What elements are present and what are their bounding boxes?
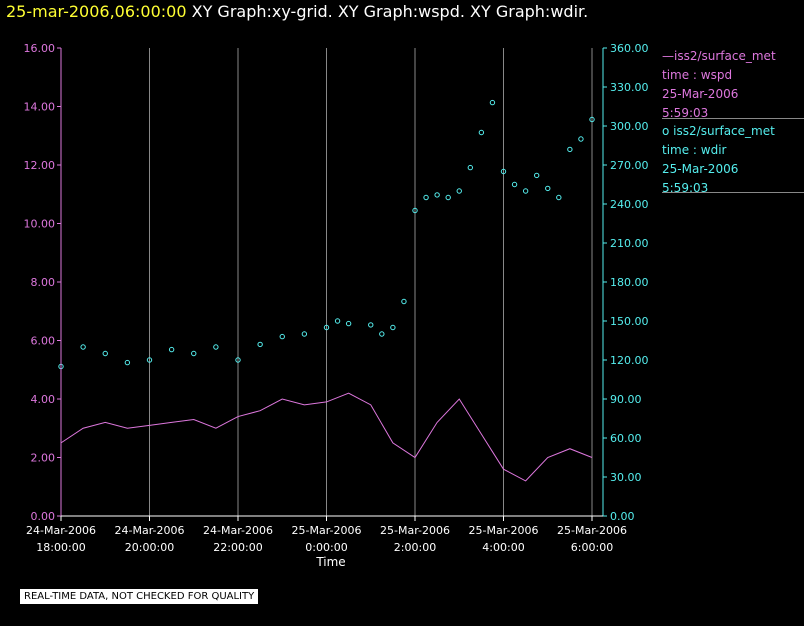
legend-wspd-line: — [662, 49, 674, 63]
wdir-point [334, 318, 341, 324]
wdir-point [522, 188, 529, 194]
wdir-point [191, 350, 197, 357]
left-tick-label: 4.00 [31, 393, 56, 406]
wdir-point [146, 357, 153, 363]
wspd-series [60, 392, 593, 482]
wdir-point [556, 194, 562, 201]
right-tick-label: 0.00 [610, 510, 635, 523]
right-tick-label: 60.00 [610, 432, 642, 445]
right-tick-label: 210.00 [610, 237, 649, 250]
left-tick-label: 0.00 [31, 510, 56, 523]
wdir-point [589, 116, 595, 123]
legend-wdir-var: time : wdir [662, 143, 727, 157]
left-tick-label: 8.00 [31, 276, 56, 289]
x-tick-time: 18:00:00 [36, 541, 85, 554]
x-tick-date: 24-Mar-2006 [115, 524, 185, 537]
chart-title: 25-mar-2006,06:00:00 XY Graph:xy-grid. X… [6, 2, 588, 21]
legend-wdir: o iss2/surface_met time : wdir 25-Mar-20… [662, 122, 804, 198]
wdir-point [434, 192, 440, 198]
legend-wspd-time: 5:59:03 [662, 106, 709, 120]
legend-wdir-time: 5:59:03 [662, 181, 709, 195]
right-tick-label: 330.00 [610, 81, 649, 94]
left-tick-label: 2.00 [31, 452, 56, 465]
wdir-point [80, 344, 86, 350]
wdir-point [467, 164, 474, 171]
legend-separator [662, 118, 804, 119]
wdir-point [500, 168, 507, 175]
x-tick-time: 4:00:00 [482, 541, 524, 554]
title-graphs: XY Graph:xy-grid. XY Graph:wspd. XY Grap… [191, 2, 589, 21]
left-tick-label: 14.00 [24, 101, 56, 114]
wspd-line [60, 392, 593, 482]
legend-wdir-source: iss2/surface_met [673, 124, 775, 138]
wdir-point [489, 99, 496, 106]
x-axis-label: Time [315, 555, 345, 569]
wdir-point [379, 331, 385, 337]
legend-wspd-date: 25-Mar-2006 [662, 87, 739, 101]
tick-labels: 0.00 2.00 4.00 6.00 8.00 10.00 12.00 14.00 16.00… [24, 42, 649, 554]
left-tick-label: 10.00 [24, 218, 56, 231]
x-tick-date: 24-Mar-2006 [203, 524, 273, 537]
wdir-point [401, 298, 407, 305]
wdir-point [423, 194, 429, 201]
wdir-point [567, 146, 573, 153]
wdir-point [533, 172, 540, 179]
x-tick-time: 2:00:00 [394, 541, 436, 554]
right-tick-label: 360.00 [610, 42, 649, 55]
x-tick-date: 25-Mar-2006 [292, 524, 362, 537]
x-tick-time: 0:00:00 [305, 541, 347, 554]
legend-wspd-var: time : wspd [662, 68, 733, 82]
wdir-point [390, 324, 396, 331]
x-tick-time: 6:00:00 [571, 541, 613, 554]
wdir-point [279, 333, 285, 340]
x-tick-time: 20:00:00 [125, 541, 174, 554]
wdir-point [124, 359, 131, 366]
right-tick-label: 90.00 [610, 393, 642, 406]
left-tick-label: 12.00 [24, 159, 56, 172]
wdir-point [412, 207, 418, 214]
wdir-point [545, 185, 551, 192]
title-timestamp: 25-mar-2006,06:00:00 [6, 2, 187, 21]
wdir-point [456, 188, 462, 194]
vertical-grid [60, 48, 593, 516]
wdir-point [301, 331, 308, 337]
right-tick-label: 30.00 [610, 471, 642, 484]
quality-disclaimer: REAL-TIME DATA, NOT CHECKED FOR QUALITY [20, 589, 259, 604]
wdir-point [578, 136, 584, 142]
wdir-point [368, 322, 374, 328]
right-tick-label: 300.00 [610, 120, 649, 133]
x-tick-date: 25-Mar-2006 [380, 524, 450, 537]
right-tick-label: 180.00 [610, 276, 649, 289]
legend-wdir-date: 25-Mar-2006 [662, 162, 739, 176]
right-tick-label: 240.00 [610, 198, 649, 211]
legend-wspd-source: iss2/surface_met [674, 49, 776, 63]
wdir-point [257, 341, 263, 348]
left-tick-label: 6.00 [31, 335, 56, 348]
x-tick-date: 25-Mar-2006 [557, 524, 627, 537]
wdir-point [345, 320, 352, 327]
right-tick-label: 270.00 [610, 159, 649, 172]
x-tick-date: 24-Mar-2006 [26, 524, 96, 537]
wdir-point [235, 357, 241, 363]
right-tick-label: 150.00 [610, 315, 649, 328]
right-tick-label: 120.00 [610, 354, 649, 367]
wdir-point [102, 350, 108, 357]
legend-separator [662, 192, 804, 193]
legend-wspd: —iss2/surface_met time : wspd 25-Mar-200… [662, 47, 804, 123]
legend-wdir-marker: o [662, 124, 670, 138]
wdir-point [323, 324, 330, 331]
wdir-point [511, 181, 518, 188]
wdir-point [168, 346, 175, 353]
x-tick-time: 22:00:00 [213, 541, 262, 554]
x-tick-date: 25-Mar-2006 [469, 524, 539, 537]
left-tick-label: 16.00 [24, 42, 56, 55]
wdir-point [213, 344, 219, 350]
wdir-point [478, 129, 485, 136]
wdir-point [445, 194, 451, 201]
axes [57, 47, 607, 521]
